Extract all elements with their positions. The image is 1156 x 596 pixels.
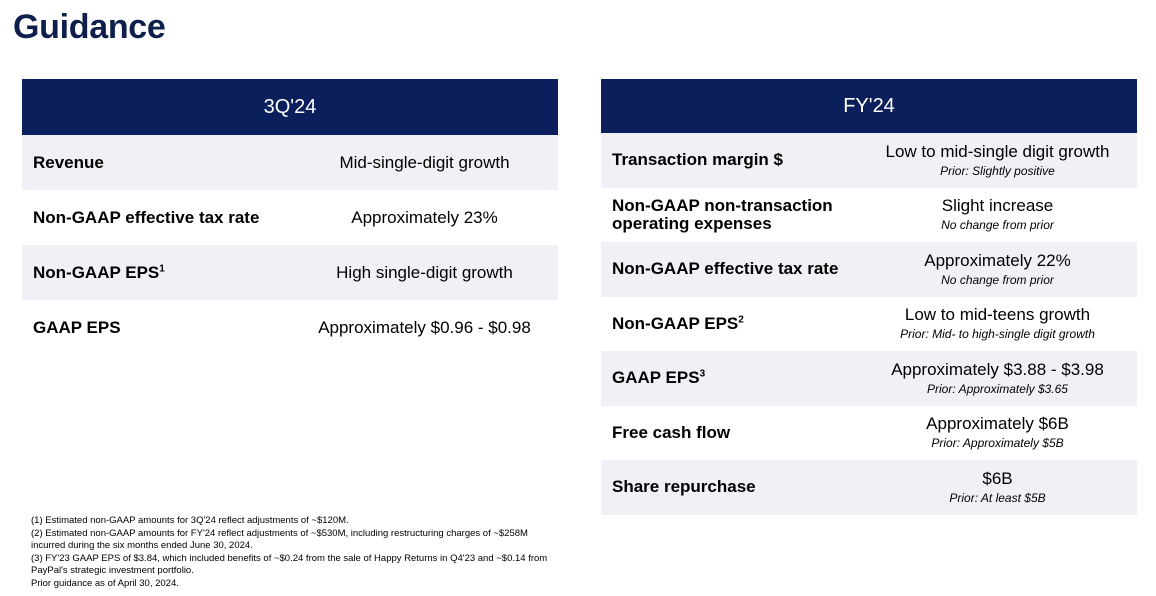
row-label: Non-GAAP effective tax rate [33,207,260,227]
row-label: Non-GAAP EPS2 [612,313,744,333]
fullyear-guidance-table: FY'24 Transaction margin $ Low to mid-si… [601,79,1137,515]
table-row: Share repurchase $6B Prior: At least $5B [601,460,1137,515]
guidance-value: Low to mid-teens growth [904,305,1091,325]
table-row: Non-GAAP EPS1 High single-digit growth [22,245,558,300]
footnote-prior-date: Prior guidance as of April 30, 2024. [31,577,179,589]
page-title: Guidance [13,8,166,46]
row-label: Non-GAAP EPS1 [33,262,165,282]
guidance-value: Approximately 22% [924,250,1071,270]
prior-guidance: Prior: At least $5B [949,490,1046,505]
quarter-header: 3Q'24 [22,79,558,135]
footnote-ref: 1 [159,262,165,274]
row-value: Approximately $0.96 - $0.98 [318,317,531,337]
footnote-ref: 2 [738,314,744,326]
guidance-value: $6B [982,468,1013,488]
row-label: GAAP EPS3 [612,368,706,388]
table-row: GAAP EPS3 Approximately $3.88 - $3.98 Pr… [601,351,1137,406]
table-row: Non-GAAP EPS2 Low to mid-teens growth Pr… [601,297,1137,352]
prior-guidance: Prior: Slightly positive [940,163,1055,178]
prior-guidance: No change from prior [941,272,1054,287]
guidance-value: Low to mid-single digit growth [885,141,1110,161]
prior-guidance: Prior: Approximately $3.65 [927,381,1068,396]
row-value: Slight increase No change from prior [858,196,1137,233]
row-label: Non-GAAP non-transaction operating expen… [612,195,833,233]
guidance-value: Approximately $3.88 - $3.98 [891,359,1104,379]
quarter-guidance-table: 3Q'24 Revenue Mid-single-digit growth No… [22,79,558,355]
table-row: Revenue Mid-single-digit growth [22,135,558,190]
row-value: $6B Prior: At least $5B [858,469,1137,506]
row-value: High single-digit growth [336,262,513,282]
footnote-ref: 3 [699,368,706,380]
table-row: Free cash flow Approximately $6B Prior: … [601,406,1137,461]
row-label: Share repurchase [612,477,756,497]
prior-guidance: Prior: Approximately $5B [931,436,1064,451]
guidance-value: Approximately $6B [926,414,1069,434]
row-value: Approximately $3.88 - $3.98 Prior: Appro… [858,360,1137,397]
table-row: GAAP EPS Approximately $0.96 - $0.98 [22,300,558,355]
table-row: Non-GAAP effective tax rate Approximatel… [601,242,1137,297]
row-value: Low to mid-single digit growth Prior: Sl… [858,142,1137,179]
row-label: Non-GAAP effective tax rate [612,259,839,279]
footnote-2: (2) Estimated non-GAAP amounts for FY'24… [31,527,528,552]
footnote-1: (1) Estimated non-GAAP amounts for 3Q'24… [31,515,349,526]
row-label: Free cash flow [612,422,731,442]
footnotes: (1) Estimated non-GAAP amounts for 3Q'24… [31,515,551,591]
prior-guidance: Prior: Mid- to high-single digit growth [900,327,1095,342]
row-value: Approximately 22% No change from prior [858,251,1137,288]
table-row: Non-GAAP non-transaction operating expen… [601,188,1137,243]
table-row: Non-GAAP effective tax rate Approximatel… [22,190,558,245]
row-value: Approximately $6B Prior: Approximately $… [858,414,1137,451]
table-row: Transaction margin $ Low to mid-single d… [601,133,1137,188]
fullyear-header: FY'24 [601,79,1137,133]
row-label: Transaction margin $ [612,150,783,170]
prior-guidance: No change from prior [941,218,1054,233]
row-value: Mid-single-digit growth [339,152,510,172]
row-value: Approximately 23% [351,207,498,227]
row-value: Low to mid-teens growth Prior: Mid- to h… [858,305,1137,342]
footnote-3: (3) FY'23 GAAP EPS of $3.84, which inclu… [31,552,548,577]
row-label: GAAP EPS [33,317,121,337]
row-label: Revenue [33,152,104,172]
guidance-value: Slight increase [941,196,1054,216]
